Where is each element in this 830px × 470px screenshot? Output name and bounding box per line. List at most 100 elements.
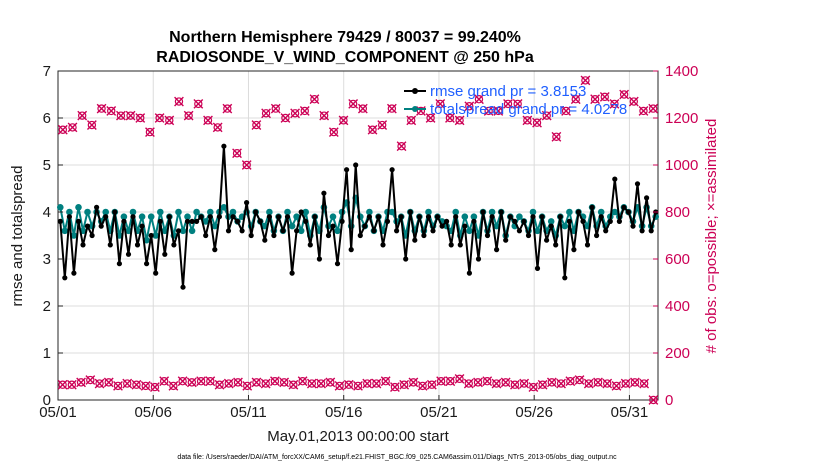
rmse-point (403, 256, 409, 262)
rmse-point (207, 214, 213, 220)
obs-possible-marker (232, 148, 242, 159)
totalspread-point (466, 227, 473, 235)
obs-possible-marker (396, 141, 407, 152)
rmse-point (575, 209, 582, 215)
y-axis-left-label: rmse and totalspread (9, 166, 26, 307)
totalspread-point (388, 208, 396, 216)
obs-assimilated-marker (417, 381, 428, 391)
obs-assimilated-marker (214, 379, 225, 390)
rmse-point (89, 232, 95, 239)
rmse-point (166, 214, 172, 220)
rmse-point (230, 214, 236, 220)
rmse-point (594, 232, 600, 239)
obs-possible-marker (299, 106, 310, 116)
y-tick-label-right: 1200 (665, 110, 698, 127)
rmse-point (75, 218, 82, 224)
rmse-point (289, 270, 295, 276)
y-tick-label-right: 800 (665, 204, 690, 221)
obs-possible-marker (580, 75, 591, 86)
obs-possible-marker (222, 103, 233, 114)
obs-possible-marker (541, 110, 552, 121)
totalspread-point (302, 208, 310, 216)
totalspread-point (493, 222, 500, 230)
rmse-point (307, 242, 313, 248)
rmse-point (598, 214, 604, 220)
rmse-point (375, 214, 382, 220)
obs-possible-marker (164, 115, 175, 126)
legend-label-spread: totalspread grand pr = 4.0278 (430, 101, 627, 118)
rmse-point (139, 223, 145, 229)
totalspread-point (425, 208, 432, 216)
totalspread-point (175, 208, 182, 216)
obs-possible-marker (493, 106, 504, 116)
rmse-point (316, 256, 322, 262)
obs-assimilated-marker (436, 376, 446, 387)
obs-possible-marker (599, 91, 610, 102)
rmse-point (512, 218, 518, 224)
totalspread-point (534, 227, 541, 235)
rmse-point (130, 214, 136, 220)
rmse-point (380, 242, 386, 248)
totalspread-point (566, 208, 573, 216)
rmse-point (125, 251, 132, 257)
legend-marker-spread (412, 106, 418, 112)
obs-assimilated-marker (131, 379, 142, 390)
rmse-point (280, 228, 286, 234)
obs-possible-marker (125, 110, 136, 121)
obs-assimilated-marker (343, 379, 354, 390)
rmse-point (175, 228, 182, 234)
rmse-point (248, 232, 254, 239)
obs-possible-marker (203, 115, 213, 126)
rmse-point (266, 214, 272, 220)
obs-assimilated-marker (463, 378, 474, 389)
rmse-point (348, 247, 354, 253)
totalspread-point (284, 208, 291, 216)
obs-assimilated-marker (260, 378, 271, 389)
obs-assimilated-marker (620, 378, 631, 389)
rmse-point (271, 232, 277, 239)
obs-possible-marker (280, 113, 291, 123)
rmse-point (616, 218, 623, 224)
rmse-point (562, 275, 568, 281)
rmse-point (425, 214, 432, 220)
obs-possible-marker (183, 110, 194, 121)
rmse-point (407, 209, 413, 215)
obs-possible-marker (290, 108, 300, 119)
totalspread-point (66, 208, 73, 216)
totalspread-point (211, 222, 219, 230)
rmse-point (466, 270, 472, 276)
rmse-point (430, 228, 436, 234)
obs-assimilated-marker (177, 376, 188, 387)
rmse-point (312, 214, 318, 220)
rmse-point (394, 228, 400, 234)
rmse-point (321, 190, 327, 196)
rmse-point (198, 214, 204, 220)
obs-possible-marker (328, 127, 339, 137)
obs-assimilated-marker (186, 377, 197, 388)
obs-assimilated-marker (279, 377, 290, 388)
totalspread-point (202, 218, 209, 225)
totalspread-point (102, 208, 109, 216)
rmse-point (244, 200, 250, 206)
rmse-point (530, 214, 536, 220)
obs-assimilated-marker (325, 377, 336, 388)
obs-possible-marker (135, 113, 146, 123)
y-tick-label-left: 2 (43, 298, 51, 315)
totalspread-point (288, 222, 296, 230)
obs-assimilated-marker (445, 376, 456, 387)
rmse-point (453, 214, 459, 220)
totalspread-point (129, 208, 137, 216)
obs-possible-marker (483, 106, 494, 116)
obs-assimilated-marker (205, 376, 216, 387)
obs-assimilated-marker (316, 378, 326, 389)
totalspread-point (452, 208, 460, 216)
y-tick-label-left: 5 (43, 157, 51, 174)
rmse-point (644, 195, 650, 201)
rmse-point (548, 223, 554, 229)
obs-possible-marker (270, 103, 281, 114)
obs-assimilated-marker (528, 382, 539, 392)
rmse-point (225, 228, 232, 234)
obs-assimilated-marker (57, 379, 68, 390)
y-tick-label-right: 400 (665, 298, 690, 315)
obs-assimilated-marker (306, 378, 317, 389)
